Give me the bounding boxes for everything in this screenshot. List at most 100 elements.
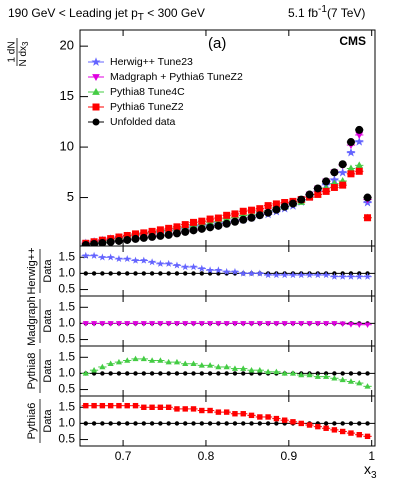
data-point bbox=[330, 168, 339, 177]
marker bbox=[305, 271, 314, 279]
data-ratio-point bbox=[191, 371, 196, 376]
marker bbox=[222, 219, 231, 228]
marker bbox=[231, 267, 239, 275]
marker bbox=[314, 271, 322, 279]
data-ratio-point bbox=[183, 271, 188, 276]
data-point bbox=[181, 221, 190, 229]
marker bbox=[339, 428, 346, 435]
data-point bbox=[288, 321, 298, 327]
data-point bbox=[205, 321, 215, 327]
data-point bbox=[338, 181, 347, 189]
marker bbox=[298, 321, 305, 327]
marker bbox=[347, 272, 355, 280]
marker bbox=[322, 177, 331, 186]
marker bbox=[83, 402, 89, 409]
data-ratio-point bbox=[340, 421, 345, 426]
data-point bbox=[131, 402, 140, 409]
data-point bbox=[139, 321, 148, 327]
data-point bbox=[139, 355, 148, 362]
legend-label: Herwig++ Tune23 bbox=[110, 56, 193, 68]
marker bbox=[99, 402, 106, 409]
data-point bbox=[313, 271, 322, 279]
data-ratio-point bbox=[166, 271, 171, 276]
marker bbox=[305, 190, 314, 199]
data-point bbox=[131, 355, 140, 362]
y-label-num: 1 dN bbox=[7, 41, 18, 62]
data-point bbox=[247, 206, 256, 214]
data-point bbox=[197, 321, 206, 327]
data-ratio-point bbox=[83, 421, 89, 426]
data-point bbox=[189, 226, 198, 235]
marker bbox=[132, 355, 139, 362]
marker bbox=[364, 214, 372, 222]
legend-marker bbox=[92, 87, 100, 95]
data-point bbox=[189, 406, 198, 412]
marker bbox=[149, 321, 156, 327]
data-point bbox=[114, 358, 124, 365]
data-point bbox=[305, 371, 314, 378]
data-point bbox=[288, 271, 298, 279]
marker bbox=[174, 406, 180, 412]
marker bbox=[230, 217, 239, 226]
data-point bbox=[355, 167, 364, 175]
marker bbox=[297, 195, 306, 204]
marker bbox=[206, 215, 214, 223]
marker bbox=[99, 321, 106, 327]
marker bbox=[288, 199, 297, 208]
data-ratio-point bbox=[166, 421, 171, 426]
data-point bbox=[321, 425, 331, 431]
data-ratio-point bbox=[265, 421, 271, 426]
data-point bbox=[205, 407, 215, 414]
marker bbox=[215, 363, 222, 370]
data-point bbox=[106, 237, 115, 246]
data-point bbox=[355, 272, 364, 280]
marker bbox=[92, 87, 100, 95]
marker bbox=[157, 357, 164, 363]
marker bbox=[206, 266, 214, 274]
ratio-label-den: Data bbox=[42, 259, 54, 283]
marker bbox=[98, 253, 107, 261]
data-point bbox=[189, 263, 198, 271]
data-ratio-point bbox=[141, 271, 147, 276]
data-point bbox=[156, 231, 165, 240]
marker bbox=[323, 425, 329, 431]
marker bbox=[124, 402, 130, 409]
data-ratio-point bbox=[174, 421, 180, 426]
data-point bbox=[338, 160, 347, 169]
marker bbox=[322, 271, 330, 279]
y-tick-label: 15 bbox=[60, 88, 74, 103]
data-point bbox=[147, 258, 157, 266]
data-point bbox=[81, 402, 90, 409]
marker bbox=[132, 321, 139, 327]
y-label-den-text: N dx bbox=[18, 46, 29, 67]
data-point bbox=[255, 321, 264, 327]
y-axis-label: 1 dN N dx3 bbox=[7, 38, 30, 67]
marker bbox=[339, 376, 346, 383]
series bbox=[81, 402, 372, 440]
marker bbox=[347, 322, 355, 328]
data-point bbox=[172, 229, 182, 238]
marker bbox=[339, 321, 346, 327]
data-point bbox=[346, 138, 356, 147]
marker bbox=[240, 411, 246, 417]
data-point bbox=[114, 236, 124, 245]
data-ratio-point bbox=[133, 371, 138, 376]
data-point bbox=[139, 233, 148, 242]
ratio-frame bbox=[79, 295, 376, 347]
ratio-label-num: Pythia6 bbox=[26, 403, 38, 440]
data-ratio-point bbox=[149, 271, 155, 276]
data-point bbox=[98, 321, 107, 327]
data-point bbox=[313, 373, 322, 379]
data-point bbox=[330, 183, 339, 191]
marker bbox=[223, 409, 230, 415]
data-point bbox=[272, 321, 281, 327]
data-ratio-point bbox=[158, 421, 163, 426]
marker bbox=[114, 236, 123, 245]
data-point bbox=[89, 366, 99, 373]
data-point bbox=[313, 423, 322, 430]
data-point bbox=[263, 368, 273, 375]
data-point bbox=[338, 167, 348, 177]
data-point bbox=[172, 358, 182, 365]
marker bbox=[338, 272, 347, 280]
data-ratio-point bbox=[166, 371, 171, 376]
